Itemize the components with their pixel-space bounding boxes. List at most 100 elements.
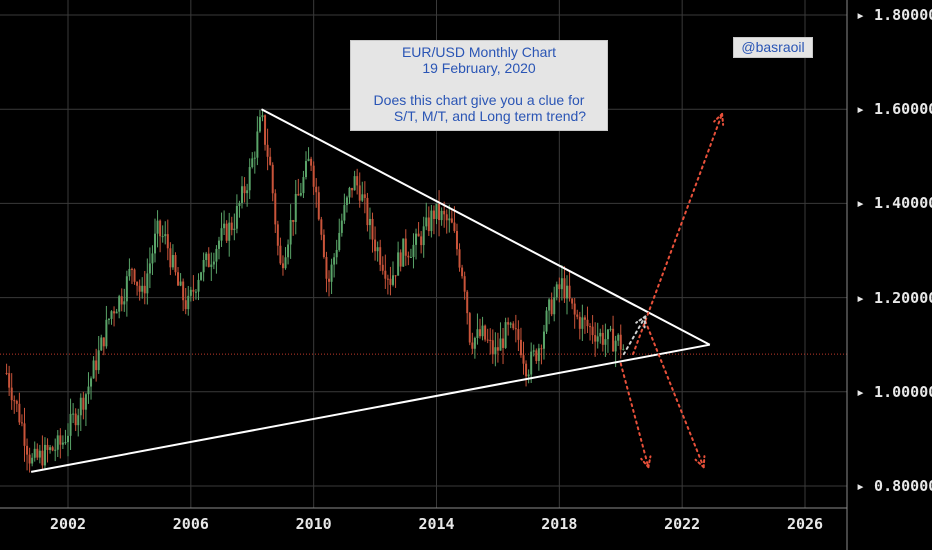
candle-body (573, 303, 576, 315)
candle-body (51, 447, 54, 451)
candle-body (138, 285, 141, 292)
candle-body (420, 236, 423, 246)
candle-body (299, 193, 302, 196)
candle-body (381, 264, 384, 271)
candle-body (333, 257, 336, 265)
x-tick-label: 2018 (541, 515, 578, 533)
candle-body (187, 295, 190, 310)
candle-body (479, 329, 482, 337)
candle-body (550, 299, 553, 315)
candle-body (154, 233, 157, 254)
candle-body (312, 165, 315, 187)
y-tick-label: ▸ 1.00000 (856, 382, 932, 401)
candle-body (356, 176, 359, 186)
candle-body (248, 167, 251, 191)
candle-body (519, 339, 522, 356)
candle-body (38, 450, 41, 458)
candle-body (184, 300, 187, 310)
candle-body (220, 228, 223, 241)
candle-body (586, 319, 589, 327)
candle-body (46, 444, 49, 450)
candle-body (589, 326, 592, 328)
candle-body (376, 247, 379, 252)
candle-body (545, 310, 548, 332)
candle-body (146, 273, 149, 294)
candle-body (322, 234, 325, 258)
candle-body (609, 328, 612, 330)
candle-body (215, 248, 218, 262)
candle-body (31, 457, 34, 464)
candle-body (458, 249, 461, 268)
candle-body (499, 338, 502, 351)
candle-body (276, 224, 279, 246)
candle-body (307, 158, 310, 162)
candle-body (568, 285, 571, 299)
candle-body (107, 318, 110, 320)
candle-body (612, 328, 615, 352)
trendline-ascending-support (30, 343, 710, 473)
candle-body (430, 210, 433, 232)
candle-body (8, 373, 11, 388)
candle-body (18, 403, 21, 423)
candle-body (427, 217, 430, 232)
candle-body (281, 263, 284, 269)
candle-body (578, 316, 581, 329)
candle-body (84, 394, 87, 410)
candle-body (412, 244, 415, 257)
candle-body (241, 186, 244, 203)
candle-body (358, 185, 361, 201)
candle-body (345, 197, 348, 206)
candle-body (363, 194, 366, 198)
trendline-layer (30, 108, 711, 473)
projection-bounce (622, 315, 647, 356)
candle-body (325, 257, 328, 279)
candle-body (36, 448, 39, 458)
candle-body (261, 115, 264, 118)
candle-body (69, 413, 72, 436)
candle-body (228, 222, 231, 241)
candle-body (491, 340, 494, 355)
candle-body (535, 350, 538, 361)
candle-body (348, 187, 351, 198)
candle-body (540, 348, 543, 350)
candle-body (530, 351, 533, 375)
candle-body (384, 270, 387, 279)
candle-body (67, 435, 69, 443)
candle-body (133, 269, 136, 282)
candle-body (212, 261, 215, 265)
candle-body (591, 326, 594, 336)
candle-body (33, 448, 36, 458)
candle-body (297, 193, 300, 196)
candle-body (391, 275, 394, 285)
candle-body (604, 339, 607, 345)
candle-body (115, 311, 118, 314)
candle-body (448, 218, 451, 221)
candle-body (461, 267, 464, 277)
candle-body (97, 350, 100, 371)
candle-body (264, 115, 267, 145)
candle-body (399, 252, 402, 267)
candle-body (432, 210, 435, 219)
candle-body (284, 257, 287, 269)
candle-body (522, 355, 525, 364)
candle-body (141, 285, 144, 292)
candle-body (256, 131, 259, 158)
candle-body (59, 435, 62, 445)
candle-body (542, 331, 545, 349)
candle-body (555, 284, 558, 298)
candle-body (166, 234, 169, 249)
candle-body (619, 334, 622, 350)
candle-body (161, 236, 164, 238)
candle-body (415, 233, 418, 245)
candle-body (87, 386, 90, 395)
candle-body (581, 317, 584, 329)
candle-body (292, 219, 295, 222)
candle-body (371, 218, 374, 240)
candle-body (174, 255, 177, 273)
projection-arrowhead (713, 112, 724, 123)
candle-body (251, 158, 254, 168)
candle-body (563, 278, 566, 299)
candle-body (404, 238, 407, 256)
candle-body (537, 348, 540, 361)
